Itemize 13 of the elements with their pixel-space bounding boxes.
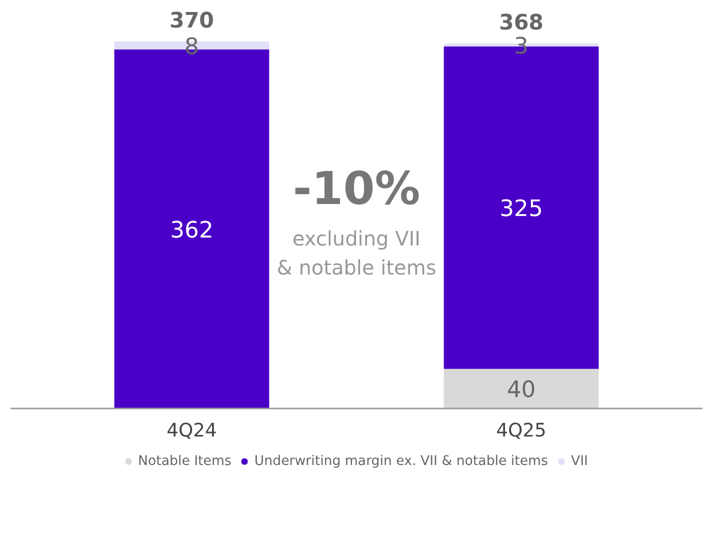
data-label: 40 [506, 377, 536, 404]
legend-label: VII [570, 454, 589, 468]
data-label: 325 [500, 196, 543, 222]
x-tick-label: 4Q25 [496, 420, 546, 442]
bar [444, 368, 599, 408]
legend-label: Notable Items [138, 454, 232, 468]
annotation: -10% [292, 162, 420, 215]
x-tick-label: 4Q24 [166, 420, 217, 442]
data-label: 362 [170, 217, 214, 244]
total-label: 368 [499, 10, 544, 36]
total-label: 370 [169, 8, 214, 34]
legend-label: Underwriting margin ex. VII & notable items [254, 454, 548, 468]
annotation: excluding VII & notable items [276, 226, 436, 280]
